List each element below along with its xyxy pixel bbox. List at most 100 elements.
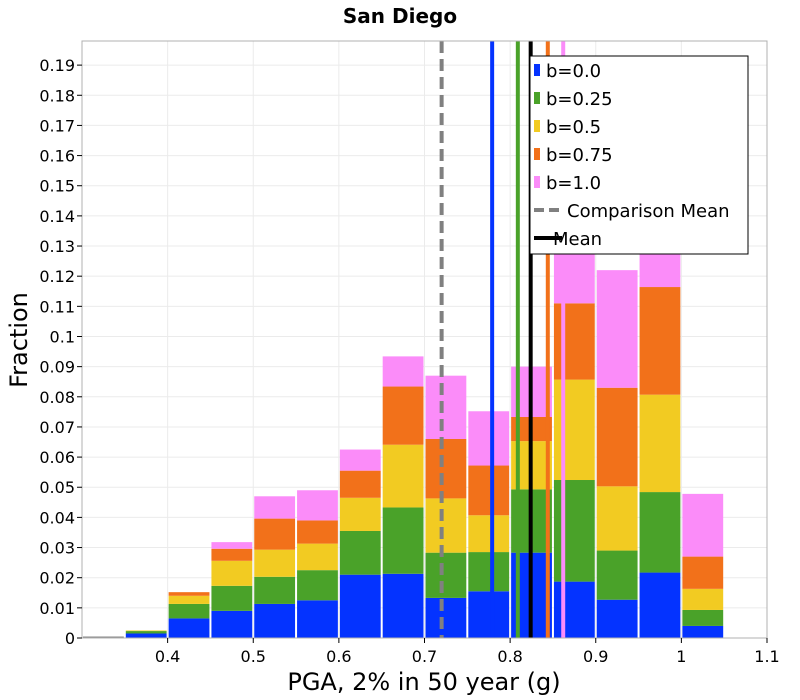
x-tick-label: 0.7	[412, 647, 437, 666]
bar-segment-b-0-75-bin-9	[468, 465, 510, 516]
y-tick-label: 0.19	[39, 56, 75, 75]
bar-segment-b-0-75-bin-2	[168, 592, 210, 596]
bar-segment-b-0-75-bin-6	[339, 470, 381, 498]
y-tick-label: 0.08	[39, 388, 75, 407]
y-tick-label: 0.1	[50, 327, 75, 346]
y-tick-label: 0.11	[39, 297, 75, 316]
y-tick-label: 0.15	[39, 177, 75, 196]
bar-segment-b-0-0-bin-2	[168, 618, 210, 638]
bar-segment-b-0-75-bin-12	[596, 387, 638, 487]
y-tick-label: 0.01	[39, 599, 75, 618]
y-tick-label: 0.12	[39, 267, 75, 286]
x-tick-label: 0.6	[326, 647, 351, 666]
bar-segment-b-0-25-bin-3	[211, 585, 253, 611]
bar-segment-b-0-5-bin-9	[468, 515, 510, 553]
legend-label: b=0.0	[546, 61, 601, 82]
x-tick-label: 0.8	[497, 647, 522, 666]
x-axis-ticks: 0.4 0.5 0.6 0.7 0.8 0.9 1 1.1	[155, 638, 780, 666]
y-tick-label: 0.03	[39, 539, 75, 558]
bar-segment-b-0-25-bin-14	[682, 609, 724, 626]
y-axis-title: Fraction	[5, 292, 33, 388]
bar-segment-b-1-0-bin-7	[382, 356, 424, 387]
bar-segment-b-0-5-bin-4	[254, 549, 296, 577]
bar-segment-b-0-75-bin-7	[382, 386, 424, 445]
y-tick-label: 0.07	[39, 418, 75, 437]
bar-segment-b-0-25-bin-1	[125, 631, 167, 634]
bar-segment-b-0-0-bin-14	[682, 625, 724, 638]
bar-segment-b-0-75-bin-8	[425, 439, 467, 499]
bar-segment-b-0-25-bin-9	[468, 552, 510, 592]
legend-label: Mean	[553, 229, 602, 250]
bar-segment-b-0-75-bin-5	[297, 520, 338, 544]
chart-title: San Diego	[343, 4, 457, 28]
bar-segment-b-0-5-bin-5	[297, 543, 338, 571]
legend-label: Comparison Mean	[567, 201, 730, 222]
bar-segment-b-0-0-bin-11	[553, 581, 595, 638]
legend-swatch	[534, 92, 540, 104]
bar-segment-b-0-5-bin-7	[382, 444, 424, 508]
legend-label: b=0.75	[546, 145, 613, 166]
bar-segment-b-0-75-bin-4	[254, 518, 296, 550]
y-tick-label: 0.02	[39, 569, 75, 588]
bar-segment-b-0-75-bin-11	[553, 303, 595, 380]
y-tick-label: 0.05	[39, 478, 75, 497]
bar-segment-b-0-5-bin-12	[596, 486, 638, 551]
bar-segment-b-0-25-bin-8	[425, 552, 467, 598]
bar-segment-b-0-5-bin-1	[125, 630, 167, 632]
bar-segment-b-0-75-bin-14	[682, 556, 724, 589]
x-axis-title: PGA, 2% in 50 year (g)	[287, 668, 560, 696]
y-tick-label: 0.09	[39, 358, 75, 377]
y-tick-label: 0.13	[39, 237, 75, 256]
bar-segment-b-0-25-bin-5	[297, 570, 338, 601]
legend-swatch	[534, 176, 540, 188]
y-tick-label: 0.17	[39, 116, 75, 135]
bar-segment-b-0-5-bin-8	[425, 498, 467, 553]
legend-box	[529, 55, 749, 255]
bar-segment-b-0-0-bin-8	[425, 597, 467, 638]
bar-segment-b-0-0-bin-1	[125, 633, 167, 638]
bar-segment-b-1-0-bin-4	[254, 496, 296, 519]
bar-segment-b-1-0-bin-14	[682, 493, 724, 557]
x-tick-label: 0.5	[241, 647, 266, 666]
x-tick-label: 1.1	[754, 647, 779, 666]
bar-segment-b-0-25-bin-11	[553, 480, 595, 582]
bar-segment-b-0-0-bin-4	[254, 603, 296, 638]
bar-segment-b-0-0-bin-6	[339, 574, 381, 638]
x-tick-label: 1	[676, 647, 686, 666]
legend: b=0.0 b=0.25 b=0.5 b=0.75 b=1.0 Comparison Me…	[529, 55, 749, 255]
y-tick-label: 0.18	[39, 86, 75, 105]
legend-label: b=1.0	[546, 173, 601, 194]
y-tick-label: 0.04	[39, 508, 75, 527]
x-tick-label: 0.9	[583, 647, 608, 666]
bar-segment-b-1-0-bin-9	[468, 411, 510, 466]
legend-label: b=0.5	[546, 117, 601, 138]
bar-segment-b-0-75-bin-3	[211, 548, 253, 561]
y-axis-ticks: 0 0.01 0.02 0.03 0.04 0.05 0.06 0.07 0.08 0.09 0.1…	[39, 56, 82, 648]
bar-segment-b-0-5-bin-3	[211, 560, 253, 586]
bar-segment-b-0-0-bin-13	[639, 572, 681, 638]
y-tick-label: 0.16	[39, 147, 75, 166]
x-tick-label: 0.4	[155, 647, 180, 666]
bar-segment-b-0-5-bin-6	[339, 497, 381, 531]
bar-segment-b-1-0-bin-3	[211, 542, 253, 549]
bar-segment-b-0-0-bin-7	[382, 573, 424, 638]
bar-segment-b-0-0-bin-3	[211, 610, 253, 638]
bar-segment-b-0-25-bin-4	[254, 576, 296, 604]
bar-segment-b-1-0-bin-8	[425, 375, 467, 439]
bar-segment-b-1-0-bin-12	[596, 270, 638, 388]
bar-segment-b-0-25-bin-12	[596, 550, 638, 600]
bar-segment-b-0-25-bin-13	[639, 492, 681, 573]
bar-segment-b-0-0-bin-5	[297, 600, 338, 638]
legend-label: b=0.25	[546, 89, 613, 110]
y-tick-label: 0.06	[39, 448, 75, 467]
bar-segment-b-0-5-bin-13	[639, 394, 681, 493]
bar-segment-b-0-0-bin-9	[468, 591, 510, 638]
bar-segment-b-1-0-bin-6	[339, 449, 381, 471]
bar-segment-b-0-5-bin-11	[553, 379, 595, 481]
bar-segment-b-0-5-bin-2	[168, 595, 210, 604]
legend-swatch	[534, 120, 540, 132]
y-tick-label: 0	[65, 629, 75, 648]
bar-segment-b-0-75-bin-13	[639, 287, 681, 395]
bar-segment-b-0-25-bin-2	[168, 603, 210, 619]
